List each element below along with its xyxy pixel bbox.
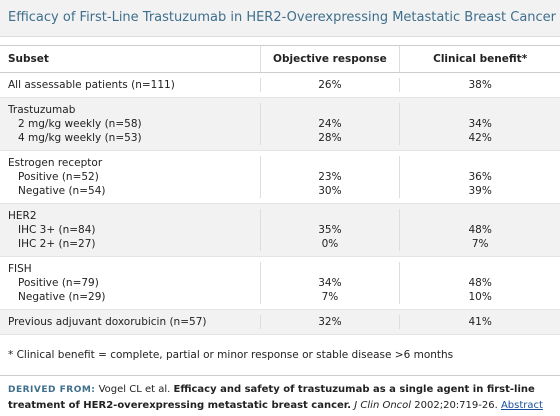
cell [259, 262, 400, 276]
group-title-row: HER2 [0, 209, 560, 223]
cell [259, 209, 400, 223]
group-title-row: FISH [0, 262, 560, 276]
cell: 26% [259, 78, 400, 92]
title: Efficacy of First-Line Trastuzumab in HE… [0, 0, 560, 37]
table-row: 4 mg/kg weekly (n=53) 28% 42% [0, 131, 560, 145]
cell [259, 156, 400, 170]
group-title-row: Estrogen receptor [0, 156, 560, 170]
cell: 10% [399, 290, 560, 304]
cell: 30% [259, 184, 400, 198]
group-title: Trastuzumab [8, 104, 76, 116]
header-cell: Subset [8, 53, 49, 65]
cell [399, 209, 560, 223]
cell: 48% [399, 223, 560, 237]
row-group: FISH Positive (n=79) 34% 48% Negative (n=29)… [0, 257, 560, 310]
cell: 36% [399, 170, 560, 184]
row-group: Estrogen receptor Positive (n=52) 23% 36% Ne… [0, 151, 560, 204]
cell: 41% [399, 315, 560, 329]
cell: 2 mg/kg weekly (n=58) [18, 118, 142, 130]
cell: Negative (n=29) [18, 291, 106, 303]
cell: 42% [399, 131, 560, 145]
cell: 32% [259, 315, 400, 329]
cell [399, 156, 560, 170]
row-group: HER2 IHC 3+ (n=84) 35% 48% IHC 2+ (n=27) 0% 7% [0, 204, 560, 257]
source-journal: J Clin Oncol [354, 400, 412, 411]
table-row: Positive (n=79) 34% 48% [0, 276, 560, 290]
table-body: All assessable patients (n=111) 26% 38% Tra… [0, 73, 560, 335]
table-row: IHC 3+ (n=84) 35% 48% [0, 223, 560, 237]
cell [259, 103, 400, 117]
cell: 0% [259, 237, 400, 251]
cell: 7% [399, 237, 560, 251]
cell: 34% [259, 276, 400, 290]
source-authors: Vogel CL et al. [98, 384, 171, 395]
cell: Negative (n=54) [18, 185, 106, 197]
cell: Previous adjuvant doxorubicin (n=57) [8, 316, 207, 328]
group-title: HER2 [8, 210, 37, 222]
cell: IHC 2+ (n=27) [18, 238, 96, 250]
table-header: Subset Objective response Clinical benef… [0, 45, 560, 73]
group-title: FISH [8, 263, 32, 275]
source-label: DERIVED FROM: [8, 385, 96, 395]
source-article: Efficacy and safety of trastuzumab as a … [8, 384, 535, 411]
header-cell: Clinical benefit* [399, 46, 560, 72]
table-row: 2 mg/kg weekly (n=58) 24% 34% [0, 117, 560, 131]
table-row: Negative (n=29) 7% 10% [0, 290, 560, 304]
cell: 38% [399, 78, 560, 92]
row-group: Previous adjuvant doxorubicin (n=57) 32% 4… [0, 310, 560, 335]
table-row: All assessable patients (n=111) 26% 38% [0, 78, 560, 92]
cell: 24% [259, 117, 400, 131]
source: DERIVED FROM: Vogel CL et al. Efficacy a… [0, 376, 560, 416]
cell: Positive (n=52) [18, 171, 99, 183]
table-row: Previous adjuvant doxorubicin (n=57) 32% 4… [0, 315, 560, 329]
group-title: Estrogen receptor [8, 157, 103, 169]
group-title-row: Trastuzumab [0, 103, 560, 117]
table-row: IHC 2+ (n=27) 0% 7% [0, 237, 560, 251]
cell: 28% [259, 131, 400, 145]
source-citation: 2002;20:719-26. [414, 400, 498, 411]
cell: 39% [399, 184, 560, 198]
table-row: Negative (n=54) 30% 39% [0, 184, 560, 198]
row-group: Trastuzumab 2 mg/kg weekly (n=58) 24% 34% 4 … [0, 98, 560, 151]
footnote: * Clinical benefit = complete, partial o… [0, 335, 560, 376]
cell: IHC 3+ (n=84) [18, 224, 96, 236]
cell [399, 103, 560, 117]
table-row: Positive (n=52) 23% 36% [0, 170, 560, 184]
cell: 7% [259, 290, 400, 304]
cell: 35% [259, 223, 400, 237]
abstract-link[interactable]: Abstract [500, 400, 543, 411]
cell: 23% [259, 170, 400, 184]
cell: 34% [399, 117, 560, 131]
header-cell: Objective response [259, 46, 400, 72]
row-group: All assessable patients (n=111) 26% 38% [0, 73, 560, 98]
cell: All assessable patients (n=111) [8, 79, 175, 91]
cell [399, 262, 560, 276]
cell: 4 mg/kg weekly (n=53) [18, 132, 142, 144]
cell: 48% [399, 276, 560, 290]
cell: Positive (n=79) [18, 277, 99, 289]
